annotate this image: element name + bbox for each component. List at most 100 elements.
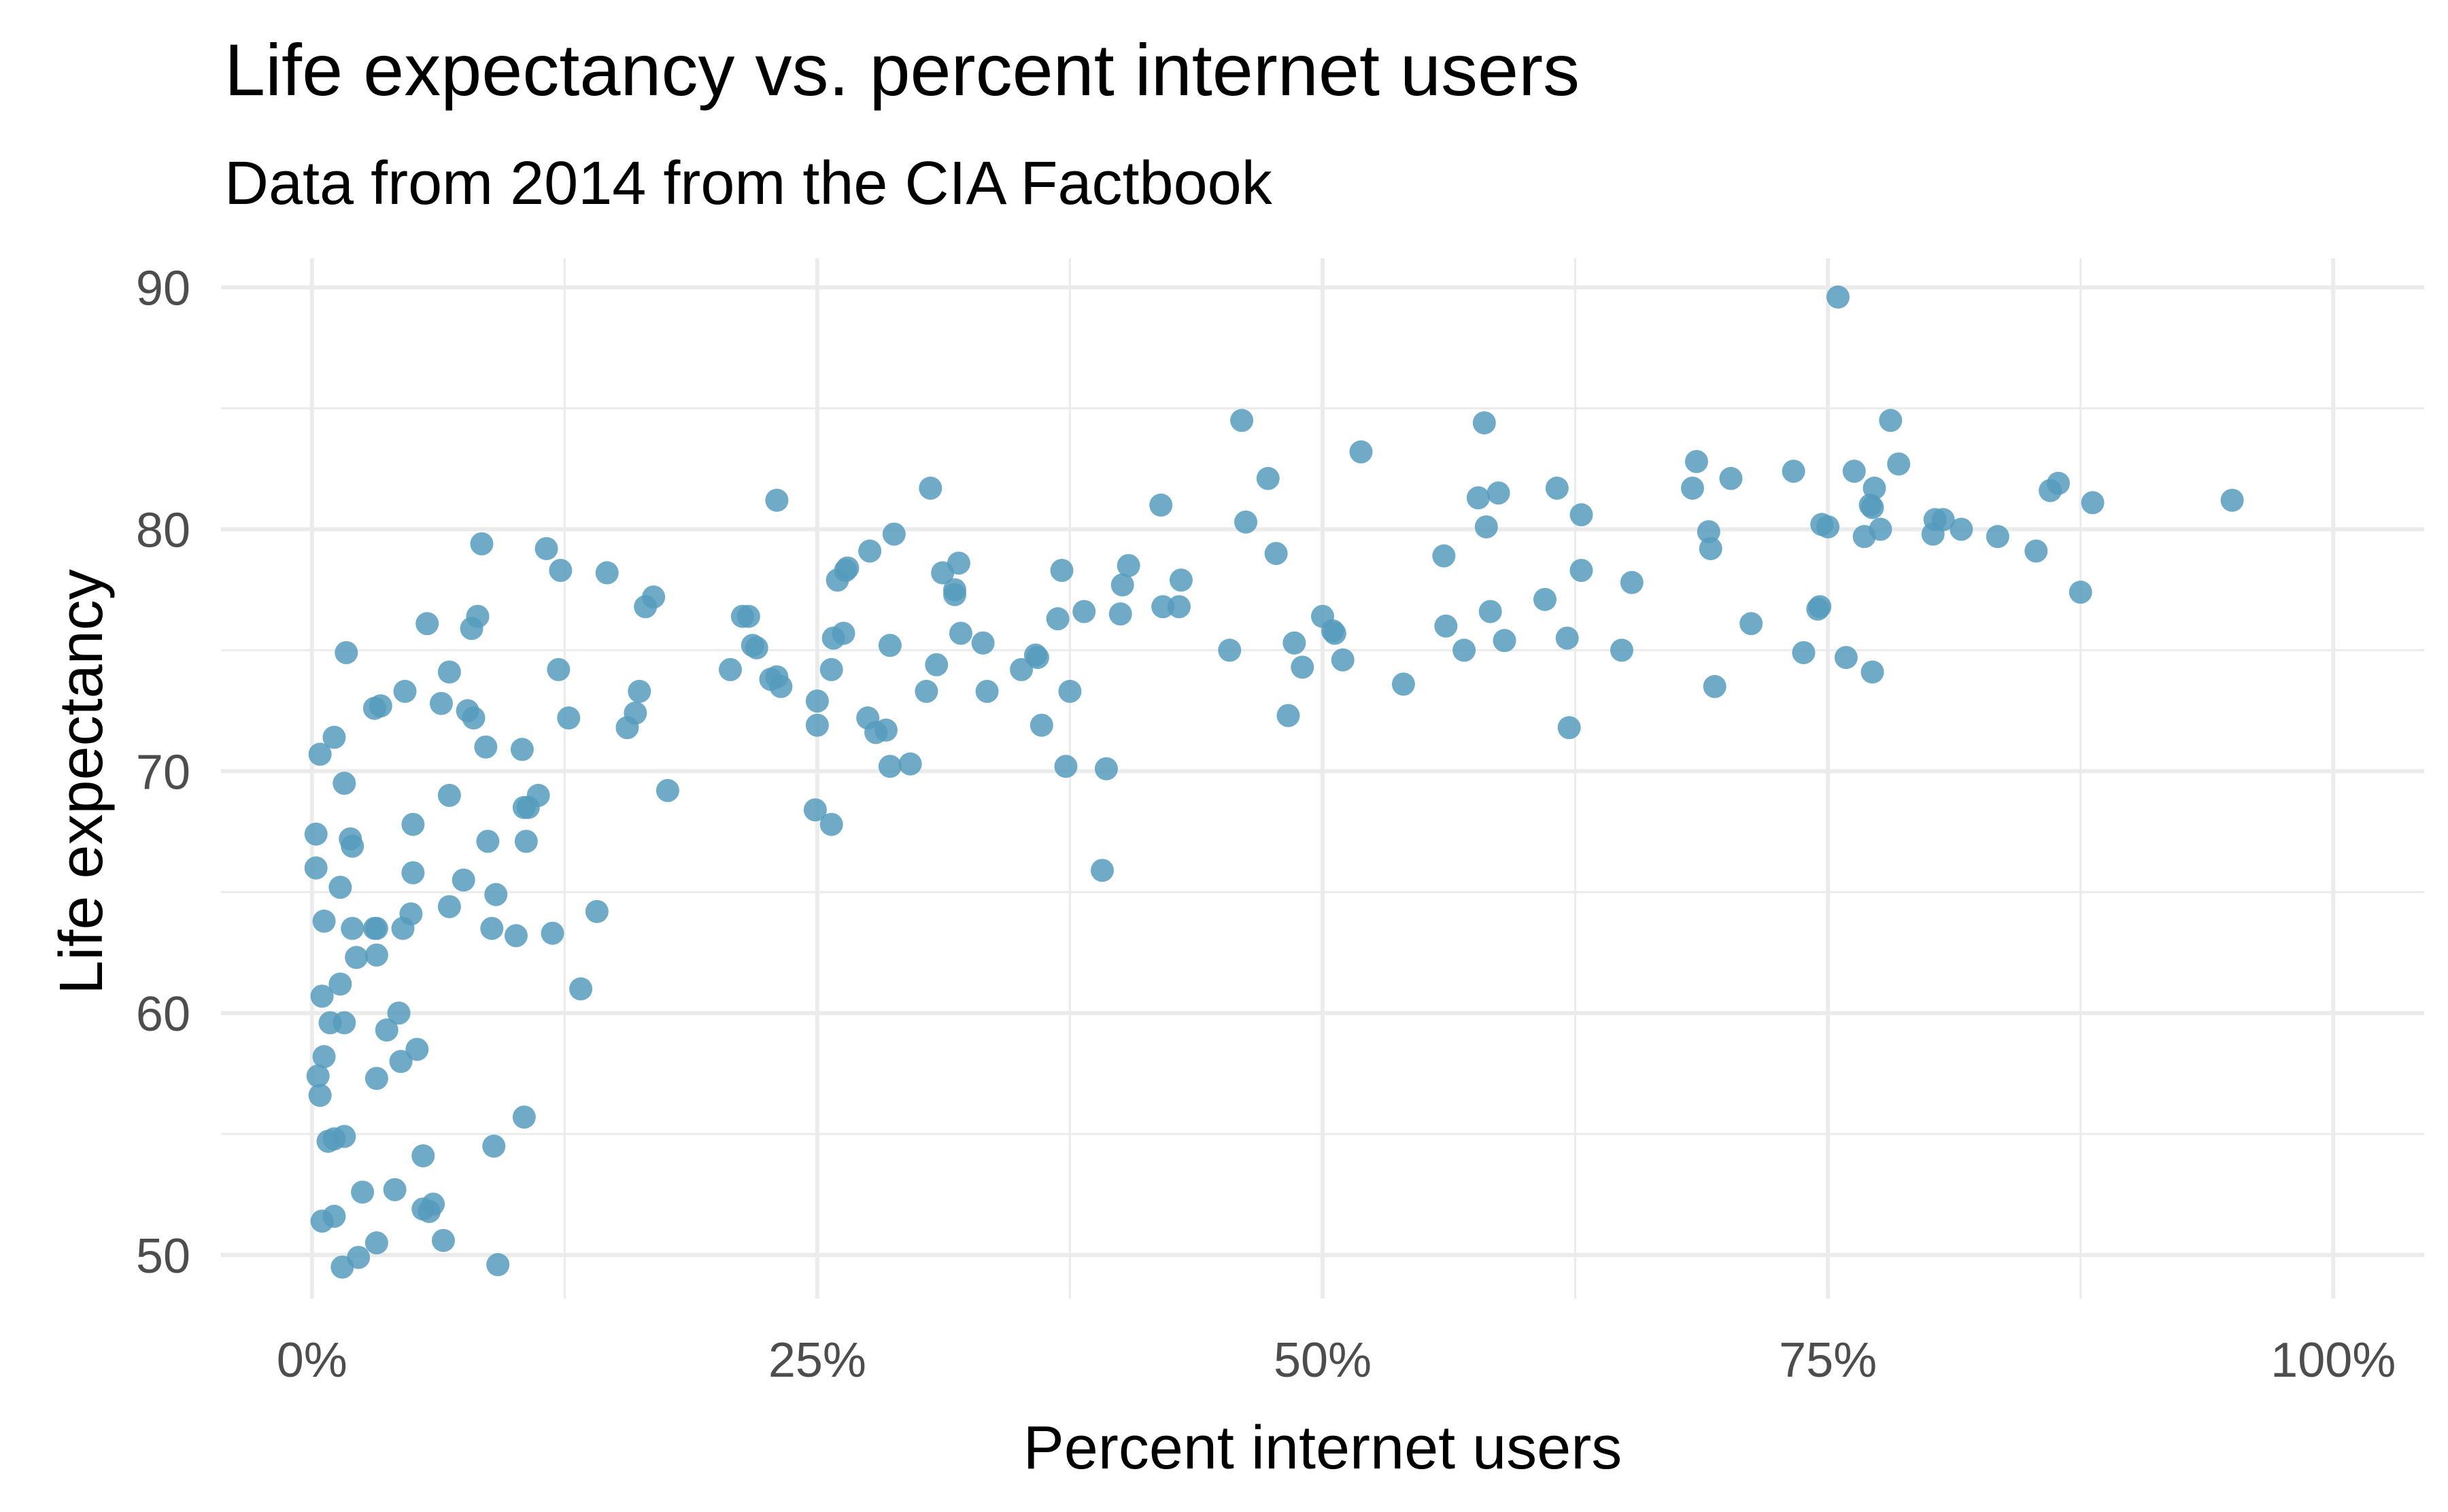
data-point: [437, 783, 461, 807]
x-tick-label: 100%: [2271, 1333, 2396, 1388]
y-tick-label: 70: [136, 745, 190, 800]
data-point: [333, 772, 356, 795]
data-point: [1610, 638, 1633, 662]
data-point: [1110, 573, 1134, 597]
x-tick-label: 75%: [1779, 1333, 1877, 1388]
data-point: [805, 713, 829, 737]
data-point: [401, 861, 425, 884]
data-point: [1291, 655, 1314, 679]
data-point: [1555, 626, 1579, 650]
data-point: [310, 984, 334, 1008]
data-point: [312, 1045, 336, 1069]
data-point: [514, 829, 538, 853]
data-point: [504, 924, 528, 948]
data-point: [1264, 542, 1288, 566]
data-point: [595, 561, 619, 585]
data-point: [628, 679, 651, 703]
data-point: [925, 653, 949, 676]
data-point: [858, 539, 882, 563]
data-point: [351, 1180, 375, 1204]
data-point: [569, 977, 593, 1001]
data-point: [1391, 672, 1415, 696]
data-point: [364, 916, 388, 940]
data-point: [1466, 486, 1490, 510]
data-point: [1931, 508, 1955, 532]
data-point: [322, 725, 346, 749]
data-point: [2220, 488, 2244, 512]
data-point: [1282, 631, 1306, 655]
data-point: [1218, 638, 1242, 662]
data-point: [335, 640, 358, 664]
data-point: [624, 701, 647, 725]
data-point: [882, 522, 906, 546]
data-point: [470, 532, 494, 555]
data-point: [898, 752, 922, 776]
x-tick-label: 50%: [1274, 1333, 1372, 1388]
data-point: [1054, 755, 1078, 778]
data-point: [333, 1011, 356, 1035]
data-point: [411, 1144, 435, 1168]
data-point: [512, 1105, 536, 1129]
data-point: [341, 834, 364, 858]
data-point: [364, 943, 388, 967]
data-point: [1950, 517, 1973, 541]
data-point: [1808, 595, 1832, 619]
data-point: [1680, 477, 1704, 500]
data-point: [405, 1037, 429, 1061]
data-point: [2024, 539, 2048, 563]
data-point: [1860, 496, 1884, 519]
data-point: [484, 882, 508, 906]
data-point: [1256, 466, 1280, 490]
data-point: [736, 604, 760, 628]
data-point: [1167, 595, 1191, 619]
data-point: [1149, 493, 1173, 517]
data-point: [345, 946, 369, 969]
data-point: [943, 583, 967, 606]
data-point: [387, 1001, 411, 1025]
data-point: [585, 899, 609, 923]
data-point: [328, 972, 352, 996]
data-point: [1010, 657, 1034, 681]
data-point: [480, 916, 504, 940]
data-point: [745, 636, 768, 659]
data-point: [369, 694, 392, 718]
data-point: [549, 559, 573, 582]
data-point: [1108, 602, 1132, 626]
data-point: [2069, 581, 2092, 604]
data-point: [656, 778, 679, 802]
data-point: [878, 755, 902, 778]
data-point: [347, 1245, 371, 1269]
data-point: [375, 1018, 398, 1042]
y-axis-ticks: 50 60 70 80 90: [136, 262, 190, 1284]
data-point: [642, 585, 666, 609]
data-point: [415, 612, 439, 636]
data-point: [1478, 600, 1502, 623]
data-point: [1782, 460, 1805, 483]
data-point: [832, 621, 855, 645]
data-point: [1545, 477, 1569, 500]
data-point: [919, 477, 942, 500]
x-axis-title: Percent internet users: [1023, 1414, 1622, 1482]
data-point: [1703, 674, 1727, 698]
data-point: [836, 556, 860, 580]
y-tick-label: 50: [136, 1229, 190, 1284]
data-point: [2046, 471, 2070, 495]
data-point: [304, 822, 328, 846]
data-point: [765, 488, 789, 512]
x-tick-label: 0%: [277, 1333, 347, 1388]
data-point: [328, 876, 352, 899]
data-point: [1230, 409, 1254, 432]
data-point: [1151, 595, 1175, 619]
data-point: [482, 1134, 506, 1158]
y-tick-label: 90: [136, 262, 190, 316]
data-point: [1276, 704, 1300, 727]
plot-grid: [221, 258, 2424, 1299]
data-point: [393, 679, 417, 703]
data-point: [341, 916, 364, 940]
data-point: [915, 679, 938, 703]
data-point: [1620, 570, 1644, 594]
y-tick-label: 60: [136, 987, 190, 1042]
data-point: [1486, 481, 1510, 505]
data-point: [1739, 612, 1763, 636]
data-point: [304, 856, 328, 880]
